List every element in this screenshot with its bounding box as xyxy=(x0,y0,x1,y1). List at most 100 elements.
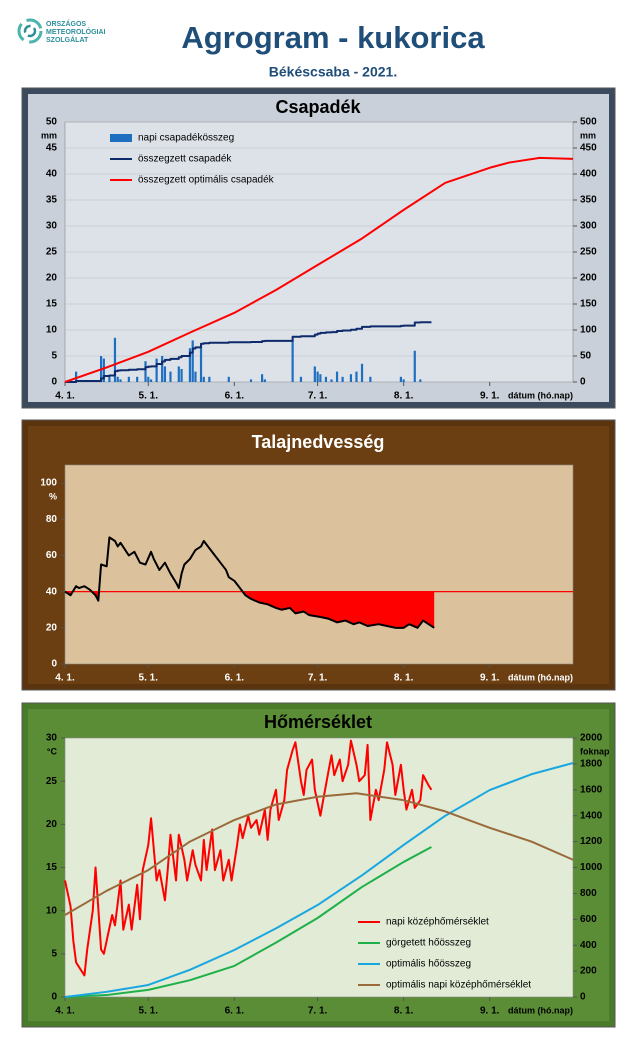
x-axis-title: dátum (hó.nap) xyxy=(508,672,573,682)
bar xyxy=(369,376,372,382)
bar xyxy=(355,371,358,382)
y-tick-label: 50 xyxy=(46,117,58,128)
y-tick-label: 45 xyxy=(46,143,58,154)
x-tick-label: 4. 1. xyxy=(55,673,75,684)
legend-label: optimális napi középhőmérséklet xyxy=(386,980,531,991)
y2-unit: foknap xyxy=(580,746,610,756)
line xyxy=(64,762,574,998)
bar xyxy=(263,379,266,382)
y2-tick-label: 100 xyxy=(580,325,597,336)
deficit-area xyxy=(65,591,435,628)
x-tick-label: 8. 1. xyxy=(394,673,414,684)
y-tick-label: 25 xyxy=(46,776,58,787)
y-tick-label: 10 xyxy=(46,905,58,916)
x-axis-title: dátum (hó.nap) xyxy=(508,1005,573,1015)
bar xyxy=(119,379,122,382)
y2-tick-label: 1200 xyxy=(580,836,603,847)
bar xyxy=(313,366,316,382)
bar xyxy=(249,379,253,382)
plot-area xyxy=(64,464,574,665)
y2-tick-label: 1800 xyxy=(580,759,603,770)
x-tick-label: 7. 1. xyxy=(308,1006,328,1017)
y-tick-label: 5 xyxy=(51,948,57,959)
y-unit: % xyxy=(49,491,57,501)
y-tick-label: 5 xyxy=(51,351,57,362)
y2-tick-label: 0 xyxy=(580,377,586,388)
legend-label: görgetett hőösszeg xyxy=(386,938,471,949)
y2-tick-label: 250 xyxy=(580,247,597,258)
bar xyxy=(188,348,192,382)
x-tick-label: 5. 1. xyxy=(139,1006,159,1017)
y-tick-label: 35 xyxy=(46,195,58,206)
y2-tick-label: 1400 xyxy=(580,810,603,821)
bar xyxy=(419,379,422,382)
bar xyxy=(208,376,211,382)
bar xyxy=(102,358,105,382)
x-tick-label: 6. 1. xyxy=(225,673,245,684)
chart-title: Talajnedvesség xyxy=(252,432,385,452)
logo-line: ORSZÁGOS xyxy=(46,19,86,28)
bar xyxy=(199,345,203,382)
bar xyxy=(299,376,303,382)
bar xyxy=(260,374,264,382)
bar xyxy=(177,366,180,382)
line xyxy=(64,846,432,998)
bar xyxy=(149,379,153,382)
y2-tick-label: 400 xyxy=(580,940,597,951)
y-tick-label: 30 xyxy=(46,221,58,232)
x-tick-label: 5. 1. xyxy=(139,391,159,402)
logo-icon-inner xyxy=(23,24,37,38)
x-tick-label: 7. 1. xyxy=(308,391,328,402)
x-tick-label: 4. 1. xyxy=(55,1006,75,1017)
y-tick-label: 20 xyxy=(46,273,58,284)
y2-tick-label: 300 xyxy=(580,221,597,232)
y-tick-label: 40 xyxy=(46,586,58,597)
bar xyxy=(324,376,328,382)
y2-tick-label: 200 xyxy=(580,273,597,284)
logo: ORSZÁGOS METEOROLÓGIAI SZOLGÁLAT xyxy=(17,18,106,44)
bar xyxy=(191,340,194,382)
legend-label: összegzett csapadék xyxy=(138,154,232,165)
bar xyxy=(75,371,78,382)
y-tick-label: 100 xyxy=(40,478,57,489)
y-tick-label: 15 xyxy=(46,862,58,873)
y2-tick-label: 150 xyxy=(580,299,597,310)
bar xyxy=(113,337,117,382)
y2-tick-label: 1000 xyxy=(580,862,603,873)
y2-tick-label: 50 xyxy=(580,351,592,362)
y2-tick-label: 1600 xyxy=(580,784,603,795)
y-tick-label: 0 xyxy=(51,377,57,388)
logo-line: METEOROLÓGIAI xyxy=(46,27,106,36)
bar xyxy=(349,374,353,382)
chart-title: Hőmérséklet xyxy=(264,712,372,732)
y2-tick-label: 500 xyxy=(580,117,597,128)
y2-tick-label: 0 xyxy=(580,992,586,1003)
x-tick-label: 7. 1. xyxy=(308,673,328,684)
bar xyxy=(319,374,322,382)
x-tick-label: 4. 1. xyxy=(55,391,75,402)
page-title: Agrogram - kukorica xyxy=(181,20,485,55)
legend-label: összegzett optimális csapadék xyxy=(138,175,275,186)
y-tick-label: 15 xyxy=(46,299,58,310)
y-tick-label: 30 xyxy=(46,733,58,744)
bar xyxy=(147,376,150,382)
bar xyxy=(330,379,333,382)
y-tick-label: 25 xyxy=(46,247,58,258)
x-tick-label: 6. 1. xyxy=(225,391,245,402)
y2-tick-label: 2000 xyxy=(580,733,603,744)
line xyxy=(64,156,574,383)
line xyxy=(64,792,574,916)
legend-swatch xyxy=(110,134,132,142)
x-tick-label: 9. 1. xyxy=(480,1006,500,1017)
y2-tick-label: 600 xyxy=(580,914,597,925)
chart-title: Csapadék xyxy=(275,97,361,117)
legend-label: optimális hőösszeg xyxy=(386,959,471,970)
bar xyxy=(227,376,230,382)
x-axis-title: dátum (hó.nap) xyxy=(508,390,573,400)
y-tick-label: 80 xyxy=(46,514,58,525)
y-tick-label: 0 xyxy=(51,659,57,670)
bar xyxy=(163,366,167,382)
legend-label: napi középhőmérséklet xyxy=(386,917,489,928)
